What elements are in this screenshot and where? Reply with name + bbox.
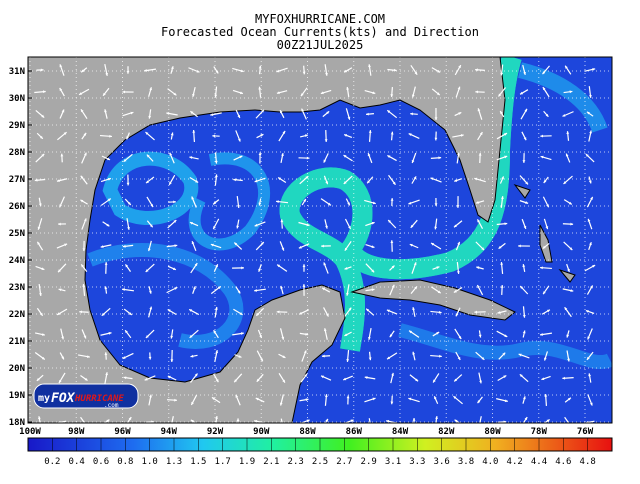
- lat-label: 28N: [9, 148, 25, 158]
- lat-label: 26N: [9, 202, 25, 212]
- lon-label: 82W: [438, 427, 455, 437]
- colorbar-label: 1.9: [239, 457, 255, 467]
- colorbar-label: 3.1: [385, 457, 401, 467]
- colorbar-label: 0.2: [44, 457, 60, 467]
- arrow-head: [478, 425, 481, 428]
- colorbar-label: 4.8: [580, 457, 596, 467]
- lon-label: 90W: [253, 427, 270, 437]
- map: [28, 57, 612, 428]
- colorbar-label: 3.8: [458, 457, 474, 467]
- site-title: MYFOXHURRICANE.COM: [255, 12, 385, 26]
- logo-suffix: .com: [104, 402, 119, 409]
- colorbar-label: 0.6: [93, 457, 109, 467]
- lon-label: 76W: [577, 427, 594, 437]
- lon-label: 86W: [346, 427, 363, 437]
- colorbar-label: 0.8: [117, 457, 133, 467]
- lon-label: 94W: [161, 427, 178, 437]
- logo: my FOX HURRICANE .com: [34, 384, 138, 409]
- lon-label: 96W: [114, 427, 131, 437]
- colorbar-label: 1.3: [166, 457, 182, 467]
- arrow-head: [569, 424, 572, 427]
- colorbar: 0.2 0.4 0.6 0.8 1.0 1.3 1.5 1.7 1.9 2.1 2.3 2.5 2.7 2…: [28, 438, 612, 467]
- lon-label: 88W: [299, 427, 316, 437]
- lat-label: 30N: [9, 94, 25, 104]
- lon-label: 92W: [207, 427, 224, 437]
- colorbar-label: 1.5: [190, 457, 206, 467]
- colorbar-label: 2.1: [263, 457, 279, 467]
- arrow-head: [85, 424, 88, 427]
- lat-label: 31N: [9, 67, 25, 77]
- colorbar-label: 2.9: [361, 457, 377, 467]
- colorbar-label: 1.7: [215, 457, 231, 467]
- colorbar-label: 2.3: [288, 457, 304, 467]
- colorbar-label: 4.0: [482, 457, 498, 467]
- lon-label: 98W: [68, 427, 85, 437]
- colorbar-label: 1.0: [142, 457, 158, 467]
- lat-label: 29N: [9, 121, 25, 131]
- map-title: Forecasted Ocean Currents(kts) and Direc…: [161, 25, 479, 39]
- lat-label: 20N: [9, 364, 25, 374]
- colorbar-label: 3.3: [409, 457, 425, 467]
- logo-prefix: my: [38, 393, 50, 404]
- colorbar-label: 4.6: [555, 457, 571, 467]
- lat-label: 19N: [9, 391, 25, 401]
- logo-brand: FOX: [51, 391, 76, 406]
- valid-time: 00Z21JUL2025: [277, 38, 364, 52]
- lon-label: 78W: [531, 427, 548, 437]
- lon-label: 84W: [392, 427, 409, 437]
- lat-label: 24N: [9, 256, 25, 266]
- lat-label: 25N: [9, 229, 25, 239]
- lon-label: 80W: [484, 427, 501, 437]
- colorbar-label: 4.4: [531, 457, 547, 467]
- colorbar-label: 4.2: [507, 457, 523, 467]
- colorbar-label: 2.5: [312, 457, 328, 467]
- lat-label: 23N: [9, 283, 25, 293]
- lat-label: 27N: [9, 175, 25, 185]
- lon-label: 100W: [19, 427, 41, 437]
- colorbar-label: 2.7: [336, 457, 352, 467]
- colorbar-label: 0.4: [69, 457, 85, 467]
- colorbar-label: 3.6: [434, 457, 450, 467]
- lat-label: 22N: [9, 310, 25, 320]
- lat-label: 21N: [9, 337, 25, 347]
